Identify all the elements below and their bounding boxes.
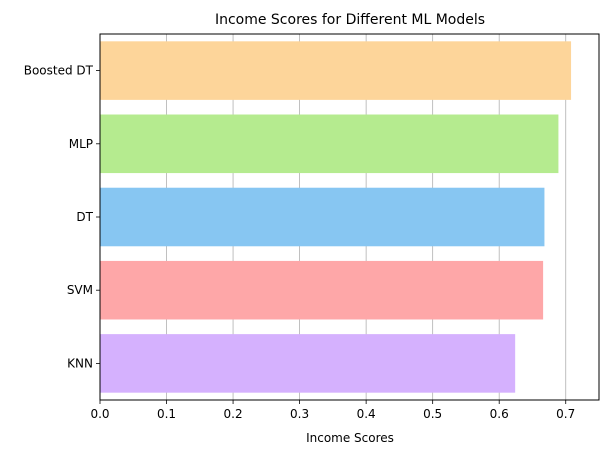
y-tick-label: SVM xyxy=(67,283,93,297)
x-tick-label: 0.0 xyxy=(90,407,109,421)
x-tick-label: 0.7 xyxy=(556,407,575,421)
bar-svm xyxy=(100,260,544,320)
y-tick-label: MLP xyxy=(69,137,93,151)
x-axis-label: Income Scores xyxy=(306,431,394,445)
bar-boosted-dt xyxy=(100,41,572,100)
x-tick-label: 0.1 xyxy=(157,407,176,421)
bar-dt xyxy=(100,187,545,247)
x-tick-label: 0.4 xyxy=(357,407,376,421)
x-axis-ticks: 0.0 0.1 0.2 0.3 0.4 0.5 0.6 0.7 xyxy=(90,400,575,421)
chart-title: Income Scores for Different ML Models xyxy=(215,12,485,28)
x-tick-label: 0.3 xyxy=(290,407,309,421)
x-tick-label: 0.6 xyxy=(490,407,509,421)
y-tick-label: KNN xyxy=(67,356,93,370)
x-tick-label: 0.2 xyxy=(224,407,243,421)
bar-knn xyxy=(100,334,516,393)
bar-mlp xyxy=(100,114,559,174)
y-tick-label: Boosted DT xyxy=(24,64,94,78)
bars xyxy=(100,41,572,393)
y-tick-label: DT xyxy=(76,210,93,224)
x-tick-label: 0.5 xyxy=(423,407,442,421)
y-axis-ticks: Boosted DT MLP DT SVM KNN xyxy=(24,64,100,370)
